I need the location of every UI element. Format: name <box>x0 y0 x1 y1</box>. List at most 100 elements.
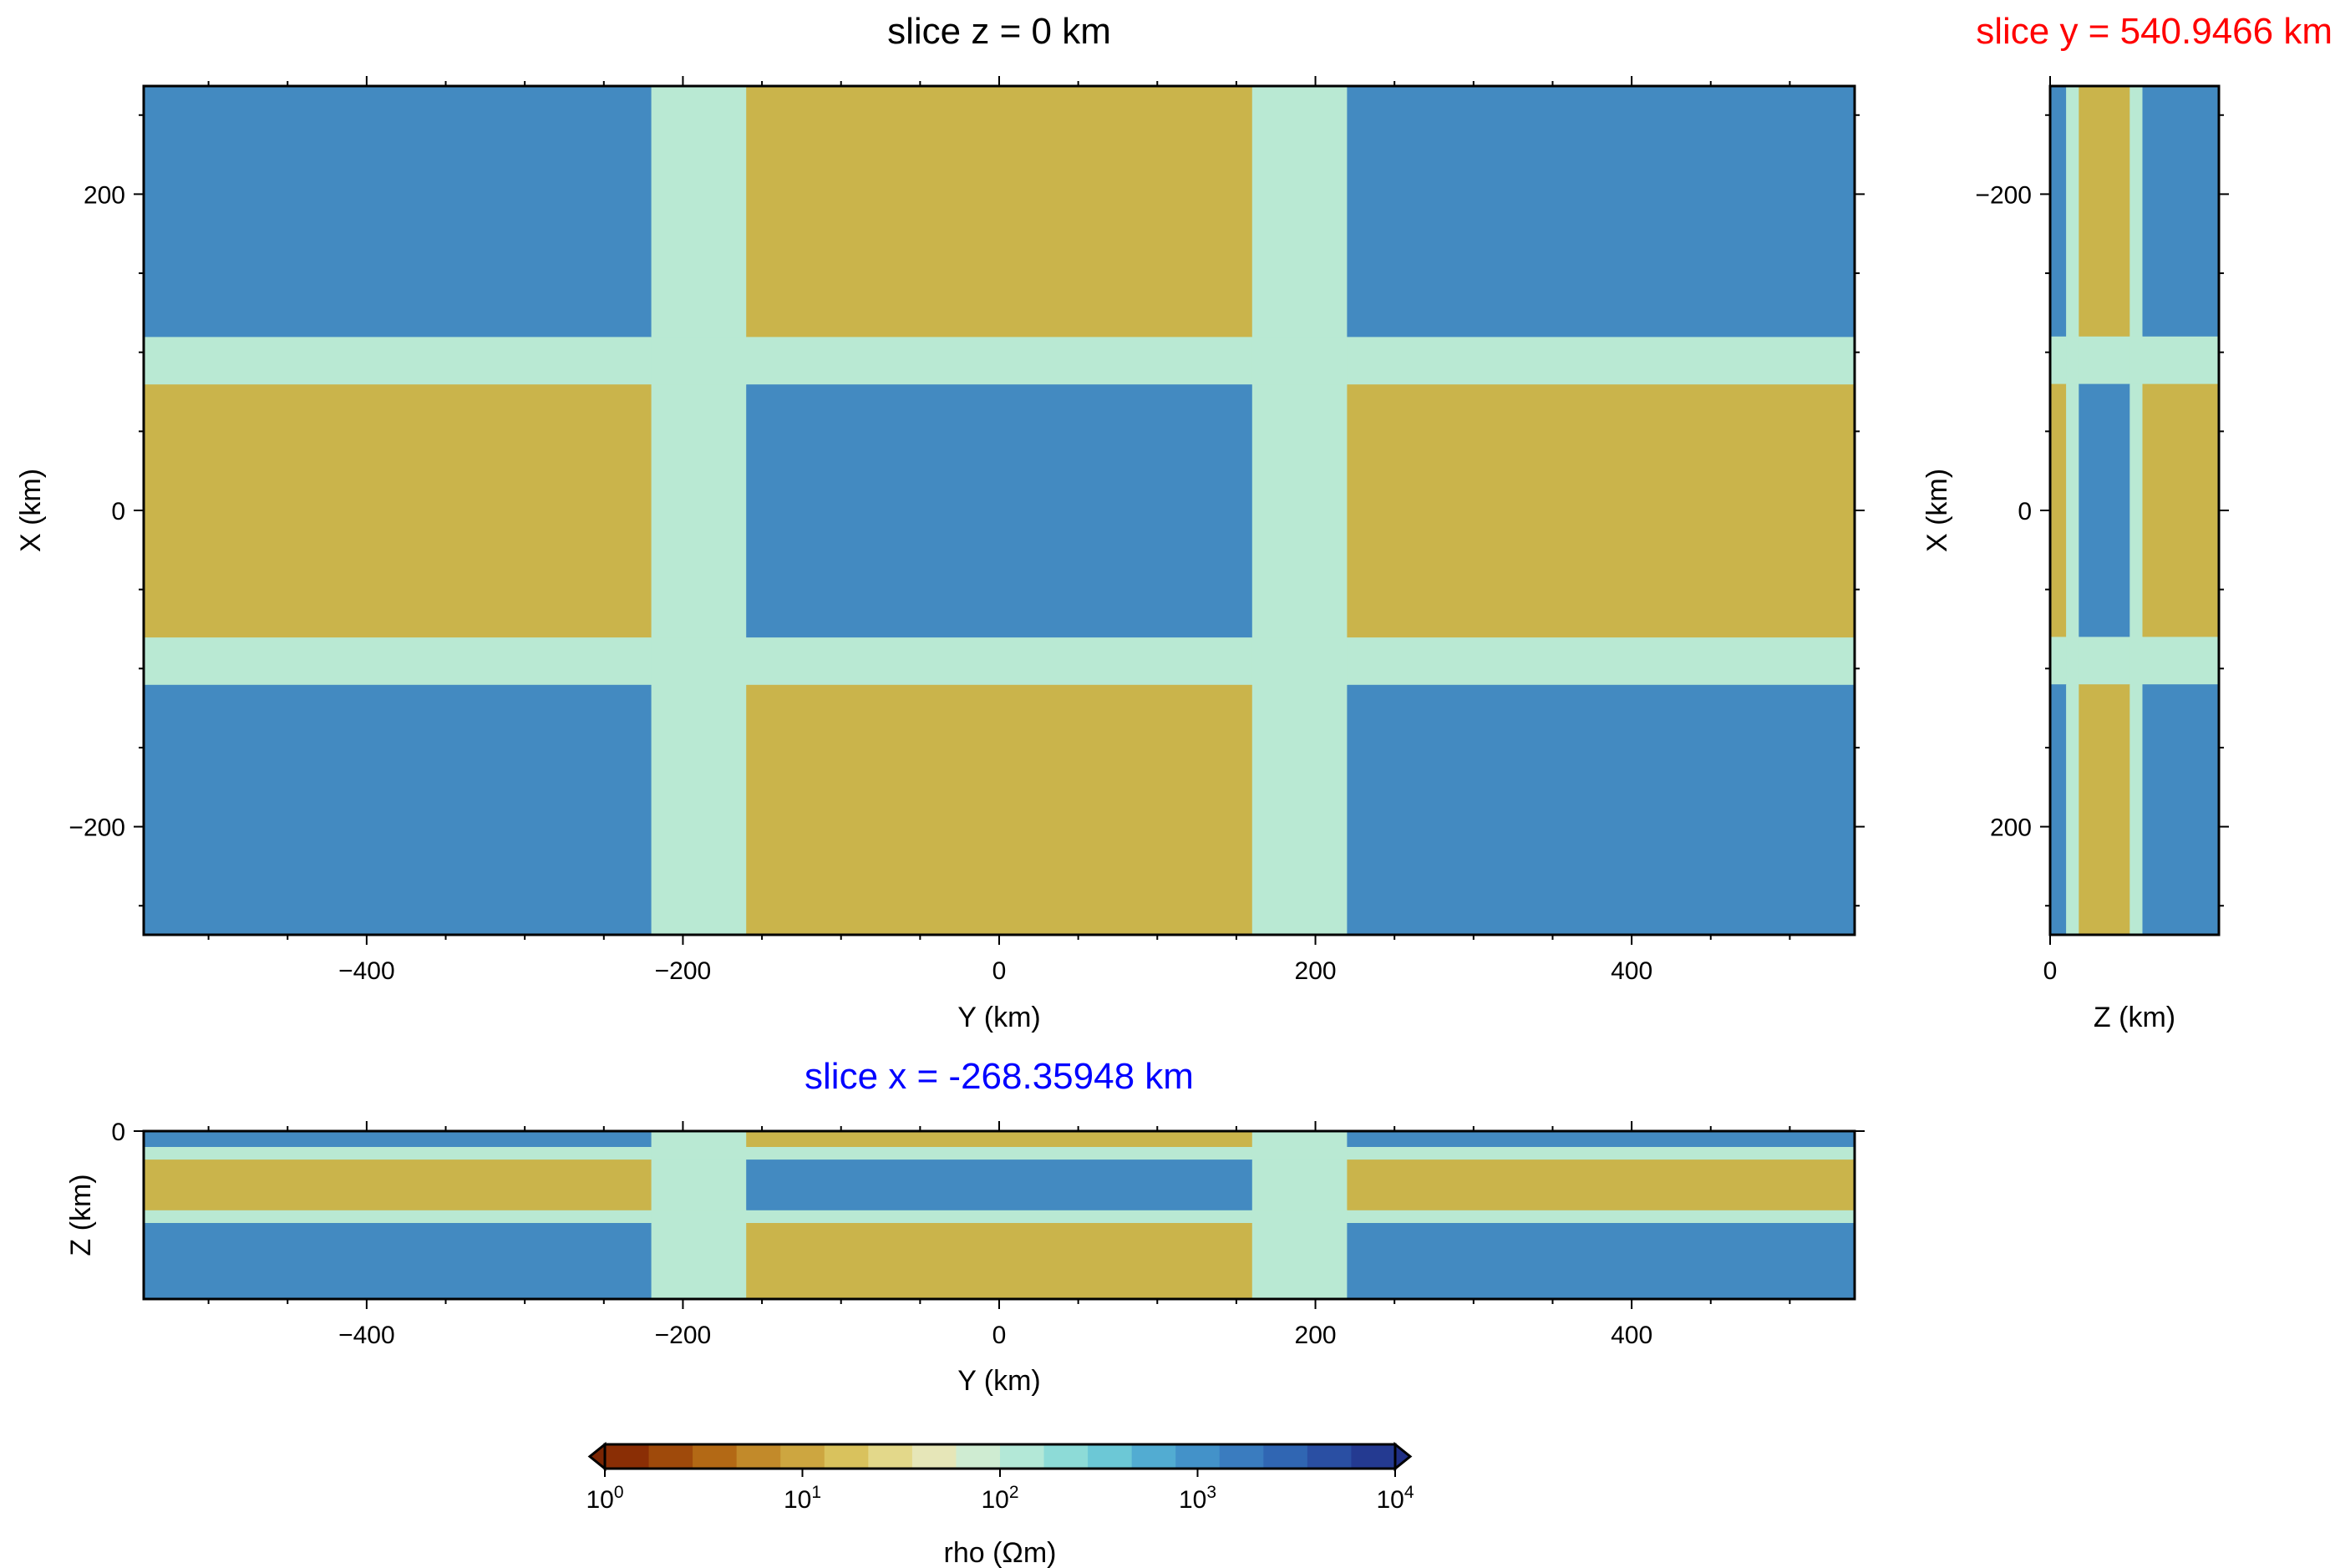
section-cell <box>651 1160 747 1211</box>
map-cell <box>746 684 1253 936</box>
section-cell <box>651 1147 747 1160</box>
side-cell <box>2129 336 2144 385</box>
colorbar-swatch <box>780 1444 825 1469</box>
map-cell <box>144 383 652 638</box>
colorbar-tick-label: 102 <box>981 1483 1018 1514</box>
side-view-xlabel: Z (km) <box>2094 1002 2175 1033</box>
colorbar-swatch <box>1219 1444 1264 1469</box>
colorbar-swatch <box>1088 1444 1133 1469</box>
colorbar: 100 101 102 103 104 rho (Ωm) <box>586 1441 1414 1568</box>
y-tick-label: 200 <box>84 181 125 209</box>
side-cell <box>2142 637 2220 685</box>
section-view-panel: −400 −200 0 200 400 0 slice x = -268.35948 km… <box>65 1056 1865 1397</box>
map-cell <box>1251 336 1348 385</box>
colorbar-swatch <box>824 1444 869 1469</box>
side-cell <box>2142 383 2220 638</box>
map-view-panel: −400 −200 0 200 400 −200 0 200 slice z = 0 km Y… <box>15 11 1865 1033</box>
section-cell <box>651 1131 747 1148</box>
side-cell <box>2079 637 2130 685</box>
map-cell <box>1347 383 1855 638</box>
section-view-cells <box>144 1131 1855 1300</box>
map-cell <box>651 86 747 337</box>
y-tick-label: 200 <box>1990 814 2032 842</box>
map-cell <box>1251 383 1348 638</box>
side-cell <box>2050 336 2067 385</box>
side-cell <box>2066 684 2079 936</box>
section-cell <box>746 1147 1253 1160</box>
section-view-xlabel: Y (km) <box>957 1365 1040 1397</box>
map-cell <box>1347 86 1855 337</box>
colorbar-swatches <box>587 1441 1413 1472</box>
map-cell <box>746 383 1253 638</box>
section-cell <box>1347 1160 1855 1211</box>
side-cell <box>2129 383 2144 638</box>
colorbar-swatch <box>605 1444 650 1469</box>
x-tick-label: 0 <box>992 1322 1007 1349</box>
section-cell <box>144 1210 652 1224</box>
side-cell <box>2129 86 2144 337</box>
side-cell <box>2142 86 2220 337</box>
map-view-ticks: −400 −200 0 200 400 −200 0 200 <box>69 76 1865 985</box>
map-view-ylabel: X (km) <box>15 469 47 552</box>
map-cell <box>746 336 1253 385</box>
side-cell <box>2129 684 2144 936</box>
section-view-frame <box>142 1129 1856 1301</box>
colorbar-tick-label: 103 <box>1179 1483 1216 1514</box>
section-cell <box>1251 1223 1348 1300</box>
map-cell <box>651 336 747 385</box>
section-cell <box>746 1223 1253 1300</box>
map-cell <box>144 684 652 936</box>
section-cell <box>1251 1160 1348 1211</box>
side-cell <box>2050 637 2067 685</box>
x-tick-label: 200 <box>1295 1322 1337 1349</box>
colorbar-swatch <box>648 1444 693 1469</box>
colorbar-swatch <box>736 1444 781 1469</box>
section-cell <box>746 1160 1253 1211</box>
side-view-ylabel: X (km) <box>1921 469 1953 552</box>
colorbar-swatch <box>1307 1444 1352 1469</box>
colorbar-swatch <box>1043 1444 1089 1469</box>
map-cell <box>1251 86 1348 337</box>
map-cell <box>144 86 652 337</box>
colorbar-ticks: 100 101 102 103 104 <box>586 1469 1414 1514</box>
x-tick-label: −400 <box>338 957 395 985</box>
colorbar-label: rho (Ωm) <box>944 1537 1057 1568</box>
side-cell <box>2142 684 2220 936</box>
x-tick-label: 400 <box>1611 957 1652 985</box>
section-cell <box>1347 1223 1855 1300</box>
side-cell <box>2079 383 2130 638</box>
map-view-cells <box>144 86 1855 936</box>
colorbar-swatch <box>911 1444 957 1469</box>
colorbar-tick-label: 100 <box>586 1483 623 1514</box>
map-cell <box>651 684 747 936</box>
side-cell <box>2066 336 2079 385</box>
map-cell <box>1347 684 1855 936</box>
side-cell <box>2050 383 2067 638</box>
colorbar-tick-label: 104 <box>1376 1483 1414 1514</box>
map-view-frame <box>142 84 1856 936</box>
section-view-title: slice x = -268.35948 km <box>805 1056 1194 1097</box>
section-cell <box>1251 1131 1348 1148</box>
colorbar-swatch <box>868 1444 913 1469</box>
y-tick-label: 0 <box>111 1119 125 1146</box>
colorbar-swatch <box>1351 1444 1396 1469</box>
side-cell <box>2142 336 2220 385</box>
section-cell <box>1347 1131 1855 1148</box>
colorbar-swatch <box>1263 1444 1308 1469</box>
colorbar-extend-high <box>1393 1441 1413 1472</box>
map-cell <box>1251 637 1348 685</box>
side-cell <box>2129 637 2144 685</box>
map-cell <box>746 637 1253 685</box>
section-cell <box>746 1131 1253 1148</box>
side-cell <box>2050 684 2067 936</box>
section-cell <box>651 1223 747 1300</box>
y-tick-label: 0 <box>2018 498 2032 525</box>
side-cell <box>2079 336 2130 385</box>
side-view-title: slice y = 540.9466 km <box>1976 11 2332 52</box>
colorbar-extend-low <box>587 1441 607 1472</box>
section-view-ylabel: Z (km) <box>65 1174 97 1256</box>
section-cell <box>144 1147 652 1160</box>
colorbar-swatch <box>956 1444 1001 1469</box>
section-cell <box>144 1223 652 1300</box>
